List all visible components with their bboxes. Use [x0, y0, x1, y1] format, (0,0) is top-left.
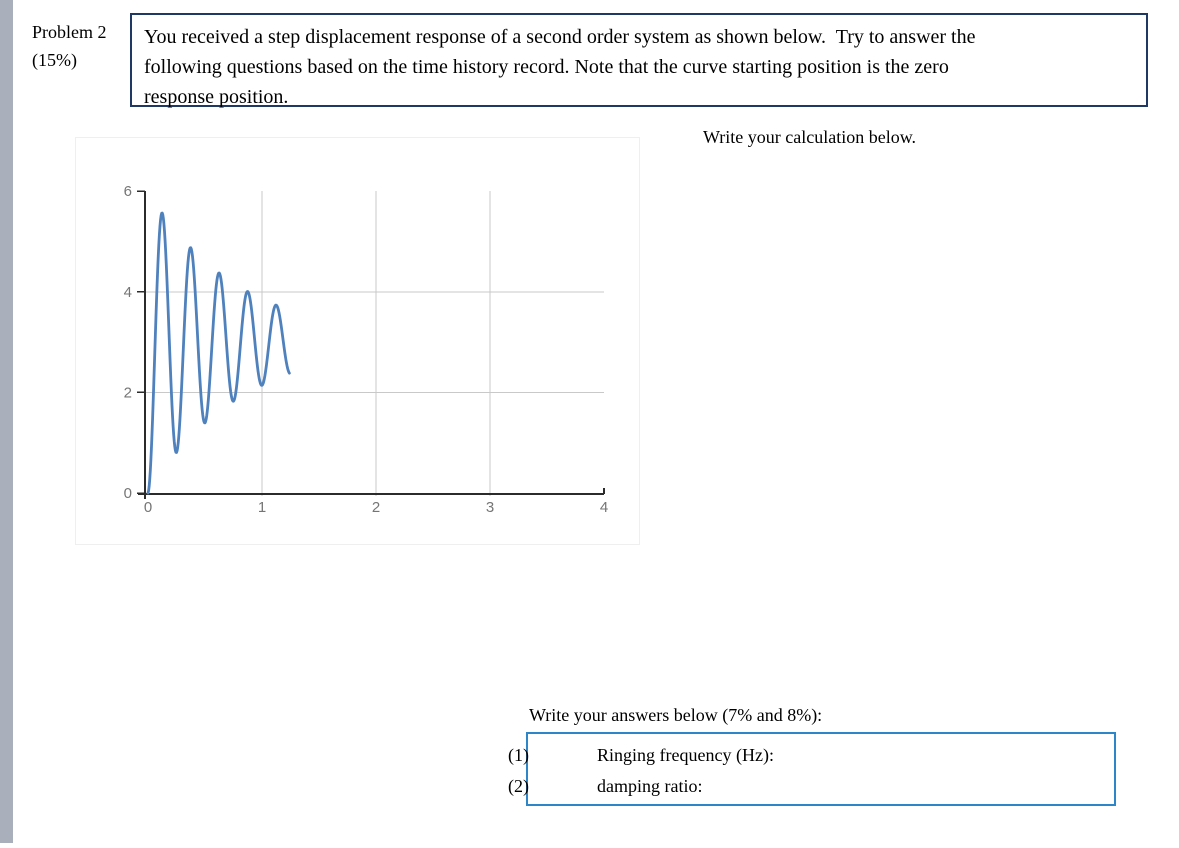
answers-prompt: Write your answers below (7% and 8%): [529, 705, 823, 725]
svg-text:6: 6 [124, 183, 132, 200]
answer-2-label: damping ratio: [597, 776, 703, 796]
svg-text:3: 3 [486, 499, 494, 516]
problem-statement-line: response position. [144, 86, 289, 108]
answer-1-number: (1) [508, 745, 529, 765]
answer-2-number: (2) [508, 776, 529, 796]
chart-card: 0 2 4 6 0 1 2 3 4 [75, 137, 640, 545]
step-response-chart: 0 2 4 6 0 1 2 3 4 [124, 183, 609, 516]
left-edge-bar [0, 0, 13, 843]
svg-text:4: 4 [600, 499, 608, 516]
svg-text:2: 2 [372, 499, 380, 516]
svg-text:2: 2 [124, 384, 132, 401]
svg-text:1: 1 [258, 499, 266, 516]
answers-box[interactable] [526, 732, 1116, 806]
svg-text:0: 0 [144, 499, 152, 516]
svg-text:4: 4 [124, 284, 132, 301]
problem-statement-box: You received a step displacement respons… [130, 13, 1148, 108]
answer-1-label: Ringing frequency (Hz): [597, 745, 774, 765]
response-curve [146, 211, 291, 495]
problem-number: Problem 2 [32, 22, 107, 42]
problem-weight: (15%) [32, 50, 77, 70]
problem-statement-line: You received a step displacement respons… [144, 26, 976, 48]
calculation-prompt: Write your calculation below. [703, 127, 917, 147]
svg-text:0: 0 [124, 485, 132, 502]
problem-statement-line: following questions based on the time hi… [144, 56, 949, 78]
problem-label: Problem 2 (15%) [32, 18, 107, 74]
